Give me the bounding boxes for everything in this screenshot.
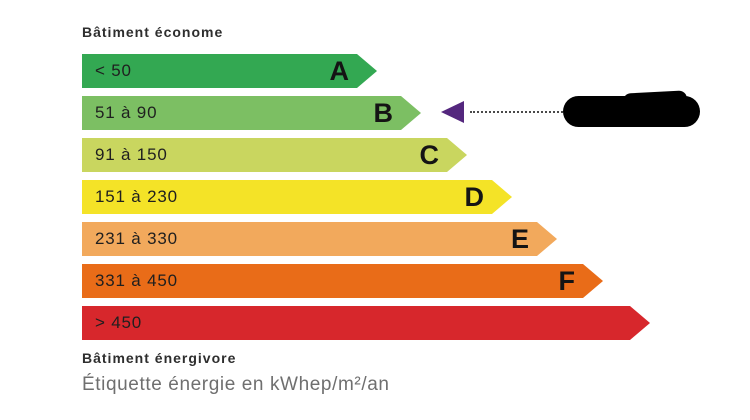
- class-letter-b: B: [373, 97, 393, 128]
- redaction-stroke-bump: [622, 90, 688, 110]
- energy-intensive-building-label: Bâtiment énergivore: [82, 350, 237, 366]
- energy-bar-d: 151 à 230 D: [82, 180, 512, 214]
- energy-row-e: 231 à 330 E: [82, 222, 650, 256]
- energy-row-f: 331 à 450 F: [82, 264, 650, 298]
- left-arrow-indicator-icon: [441, 101, 464, 123]
- class-letter-e: E: [510, 223, 529, 254]
- energy-bar-e: 231 à 330 E: [82, 222, 557, 256]
- range-label-g: > 450: [95, 313, 143, 332]
- class-letter-c: C: [419, 139, 439, 170]
- energy-bar-b: 51 à 90 B: [82, 96, 421, 130]
- energy-row-g: > 450: [82, 306, 650, 340]
- energy-bar-g: > 450: [82, 306, 650, 340]
- range-label-d: 151 à 230: [95, 187, 178, 206]
- class-letter-f: F: [558, 265, 575, 296]
- energy-bar-f: 331 à 450 F: [82, 264, 603, 298]
- energy-row-a: < 50 A: [82, 54, 650, 88]
- energy-bar-a: < 50 A: [82, 54, 377, 88]
- energy-row-b: 51 à 90 B: [82, 96, 650, 130]
- energy-row-d: 151 à 230 D: [82, 180, 650, 214]
- redacted-value-marker: [563, 90, 700, 127]
- range-label-b: 51 à 90: [95, 103, 158, 122]
- range-label-c: 91 à 150: [95, 145, 168, 164]
- range-label-a: < 50: [95, 61, 132, 80]
- range-label-e: 231 à 330: [95, 229, 178, 248]
- energy-row-c: 91 à 150 C: [82, 138, 650, 172]
- energy-label-caption: Étiquette énergie en kWhep/m²/an: [82, 374, 390, 395]
- class-letter-d: D: [464, 181, 484, 212]
- energy-scale: < 50 A 51 à 90 B 91 à 150 C 151 à 230 D: [82, 54, 650, 348]
- economical-building-label: Bâtiment économe: [82, 24, 224, 40]
- dotted-connector-line: [470, 111, 563, 113]
- energy-bar-c: 91 à 150 C: [82, 138, 467, 172]
- range-label-f: 331 à 450: [95, 271, 178, 290]
- class-letter-a: A: [329, 55, 349, 86]
